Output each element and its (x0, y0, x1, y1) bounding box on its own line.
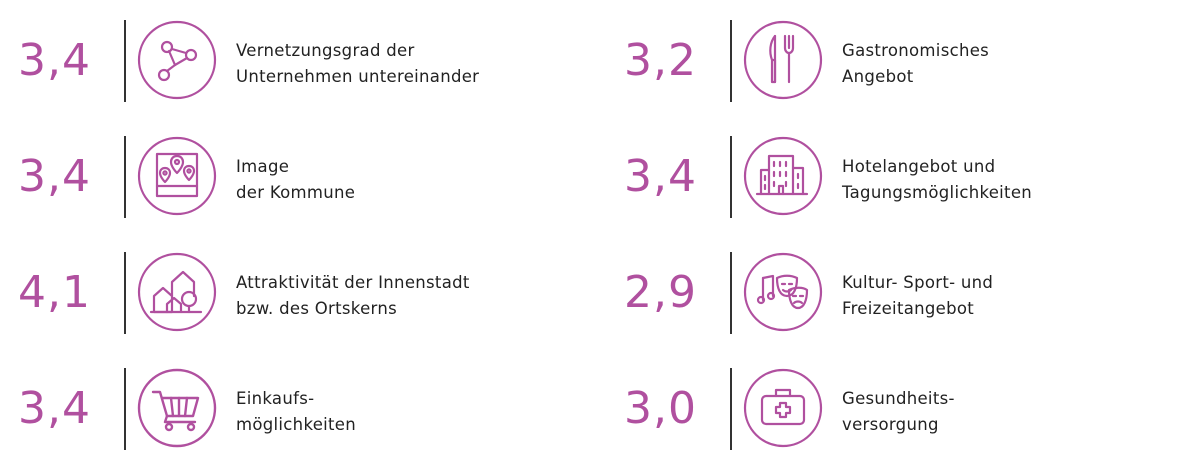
shopping-cart-icon (137, 368, 217, 448)
label-line-2: Freizeitangebot (842, 299, 975, 318)
divider (730, 20, 732, 102)
divider (730, 368, 732, 450)
map-pins-icon (137, 136, 217, 216)
divider (124, 368, 126, 450)
knife-fork-icon (743, 20, 823, 100)
item-label: Gastronomisches Angebot (842, 38, 1172, 90)
label-line-2: versorgung (842, 415, 939, 434)
item-label: Gesundheits- versorgung (842, 386, 1172, 438)
score-value: 3,4 (18, 35, 91, 86)
first-aid-kit-icon (743, 368, 823, 448)
hotel-building-icon (743, 136, 823, 216)
label-line-1: Attraktivität der Innenstadt (236, 273, 470, 292)
label-line-1: Vernetzungsgrad der (236, 41, 415, 60)
label-line-1: Kultur- Sport- und (842, 273, 994, 292)
divider (730, 252, 732, 334)
label-line-1: Image (236, 157, 290, 176)
score-value: 3,4 (18, 383, 91, 434)
score-value: 3,2 (624, 35, 697, 86)
divider (124, 20, 126, 102)
item-label: Image der Kommune (236, 154, 566, 206)
label-line-2: Unternehmen untereinander (236, 67, 480, 86)
score-value: 2,9 (624, 267, 697, 318)
item-label: Attraktivität der Innenstadt bzw. des Or… (236, 270, 566, 322)
divider (730, 136, 732, 218)
town-houses-icon (137, 252, 217, 332)
label-line-2: möglichkeiten (236, 415, 357, 434)
label-line-2: Tagungsmöglichkeiten (842, 183, 1033, 202)
score-value: 3,0 (624, 383, 697, 434)
item-label: Einkaufs- möglichkeiten (236, 386, 566, 438)
score-value: 3,4 (624, 151, 697, 202)
label-line-1: Gastronomisches (842, 41, 990, 60)
label-line-1: Gesundheits- (842, 389, 955, 408)
item-label: Vernetzungsgrad der Unternehmen unterein… (236, 38, 566, 90)
theater-masks-icon (743, 252, 823, 332)
label-line-1: Hotelangebot und (842, 157, 996, 176)
divider (124, 136, 126, 218)
network-icon (137, 20, 217, 100)
label-line-2: der Kommune (236, 183, 356, 202)
label-line-1: Einkaufs- (236, 389, 315, 408)
score-value: 3,4 (18, 151, 91, 202)
score-value: 4,1 (18, 267, 91, 318)
item-label: Kultur- Sport- und Freizeitangebot (842, 270, 1172, 322)
divider (124, 252, 126, 334)
label-line-2: bzw. des Ortskerns (236, 299, 397, 318)
item-label: Hotelangebot und Tagungsmöglichkeiten (842, 154, 1172, 206)
label-line-2: Angebot (842, 67, 914, 86)
